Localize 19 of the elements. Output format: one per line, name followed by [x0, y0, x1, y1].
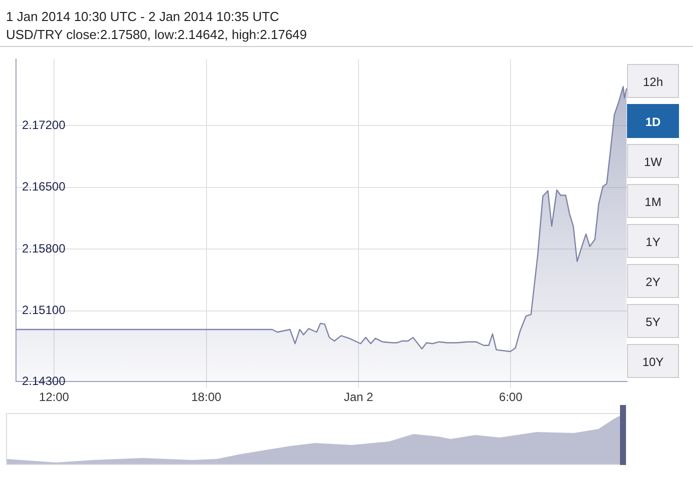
text: 5Y [627, 304, 679, 338]
text: 1D [627, 104, 679, 138]
y-tick-label: 2.17200 [22, 118, 66, 132]
x-tick-label: 12:00 [39, 390, 70, 404]
text: 2Y [627, 264, 679, 298]
text: 10Y [627, 344, 679, 378]
chart-subtitle: USD/TRY close:2.17580, low:2.14642, high:2.17649 [6, 27, 307, 42]
text: 1W [627, 144, 679, 178]
y-tick-label: 2.14300 [22, 374, 66, 388]
chart-title: 1 Jan 2014 10:30 UTC - 2 Jan 2014 10:35 UTC [6, 9, 280, 24]
y-tick-label: 2.16500 [22, 180, 66, 194]
y-tick-label: 2.15800 [22, 241, 66, 256]
text: 12h [627, 64, 679, 98]
text: 1M [627, 184, 679, 218]
x-tick-label: 6:00 [499, 390, 523, 404]
y-tick-label: 2.15100 [22, 303, 66, 318]
x-tick-label: 18:00 [191, 390, 222, 404]
text: 1Y [627, 224, 679, 258]
x-tick-label: Jan 2 [344, 390, 374, 404]
